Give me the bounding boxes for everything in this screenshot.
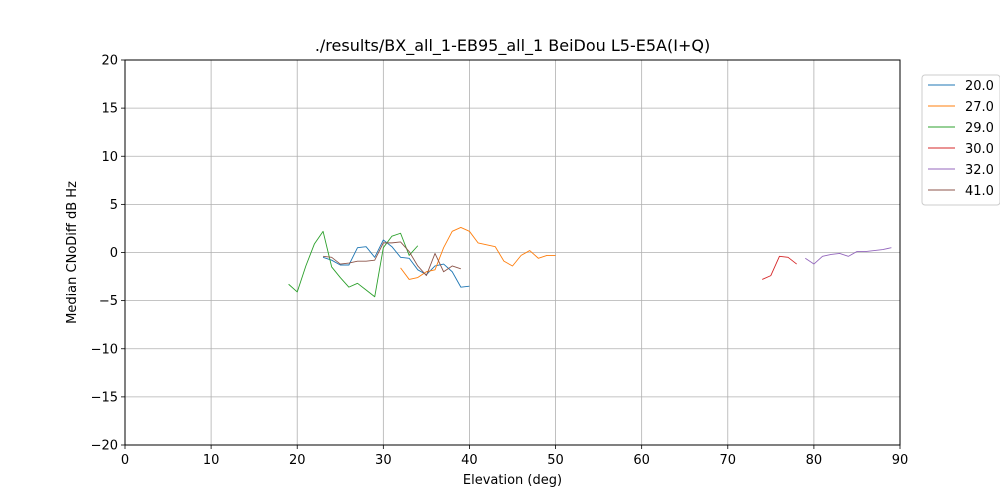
legend-item: 30.0 [928,142,994,157]
y-tick-label: −5 [99,294,118,309]
x-tick-label: 90 [892,453,909,468]
legend: 20.0 27.0 29.0 30.0 32.0 41.0 [921,74,1000,206]
legend-label: 20.0 [965,79,994,94]
y-tick-label: −10 [91,342,118,357]
y-tick-label: 5 [110,198,118,213]
y-tick-label: 0 [110,246,118,261]
legend-item: 32.0 [928,163,994,178]
legend-item: 29.0 [928,121,994,136]
series-line-20-0 [322,239,470,288]
series-line-30-0 [762,255,797,280]
y-axis-label: Median CNoDiff dB Hz [65,181,80,324]
legend-label: 41.0 [965,184,994,199]
x-tick-label: 70 [720,453,737,468]
x-tick-label: 20 [289,453,306,468]
legend-label: 30.0 [965,142,994,157]
series-line-41-0 [323,241,461,277]
legend-label: 32.0 [965,163,994,178]
legend-label: 29.0 [965,121,994,136]
x-tick-label: 60 [633,453,650,468]
series-lines [288,227,892,298]
legend-item: 27.0 [928,100,994,115]
x-tick-label: 30 [375,453,392,468]
x-tick-label: 10 [203,453,220,468]
legend-item: 20.0 [928,79,994,94]
y-tick-label: 20 [101,54,118,69]
y-tick-label: −20 [91,439,118,454]
series-line-32-0 [805,247,892,265]
y-tick-label: 15 [101,102,118,117]
y-tick-label: 10 [101,150,118,165]
x-tick-label: 40 [461,453,478,468]
chart-title: ./results/BX_all_1-EB95_all_1 BeiDou L5-… [315,36,710,56]
legend-item: 41.0 [928,184,994,199]
x-tick-label: 80 [806,453,823,468]
x-tick-label: 0 [121,453,129,468]
x-axis-label: Elevation (deg) [463,473,562,488]
x-tick-label: 50 [547,453,564,468]
legend-label: 27.0 [965,100,994,115]
series-line-27-0 [400,227,556,280]
series-line-29-0 [288,230,419,298]
axis-ticks: 0 10 20 30 40 50 60 70 80 90 −20 −15 −10 −5 0 5 10 15 20 [91,54,909,469]
y-tick-label: −15 [91,390,118,405]
legend-box [921,74,1000,206]
